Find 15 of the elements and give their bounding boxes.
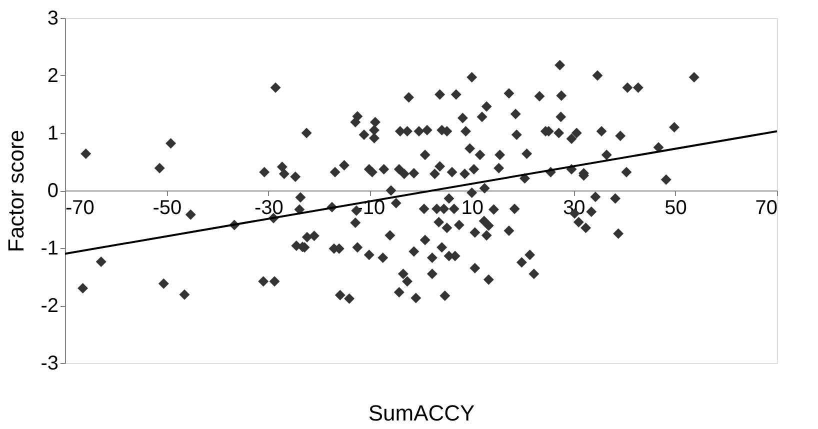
- y-tick-label: 2: [47, 65, 58, 87]
- x-tick-label: 50: [664, 197, 687, 219]
- y-tick-label: 0: [47, 180, 58, 202]
- y-tick-label: -1: [40, 238, 58, 260]
- y-tick-label: 1: [47, 122, 58, 144]
- x-tick-label: -30: [254, 197, 284, 219]
- x-tick-label: 10: [461, 197, 484, 219]
- x-tick-label: -50: [152, 197, 182, 219]
- y-tick-label: -2: [40, 295, 58, 317]
- y-axis-title: Factor score: [4, 130, 29, 252]
- x-tick-label: 70: [755, 197, 778, 219]
- x-tick-label: -70: [66, 197, 94, 219]
- y-tick-label: -3: [40, 352, 58, 374]
- y-tick-label: 3: [47, 8, 58, 30]
- x-axis-title: SumACCY: [368, 400, 476, 426]
